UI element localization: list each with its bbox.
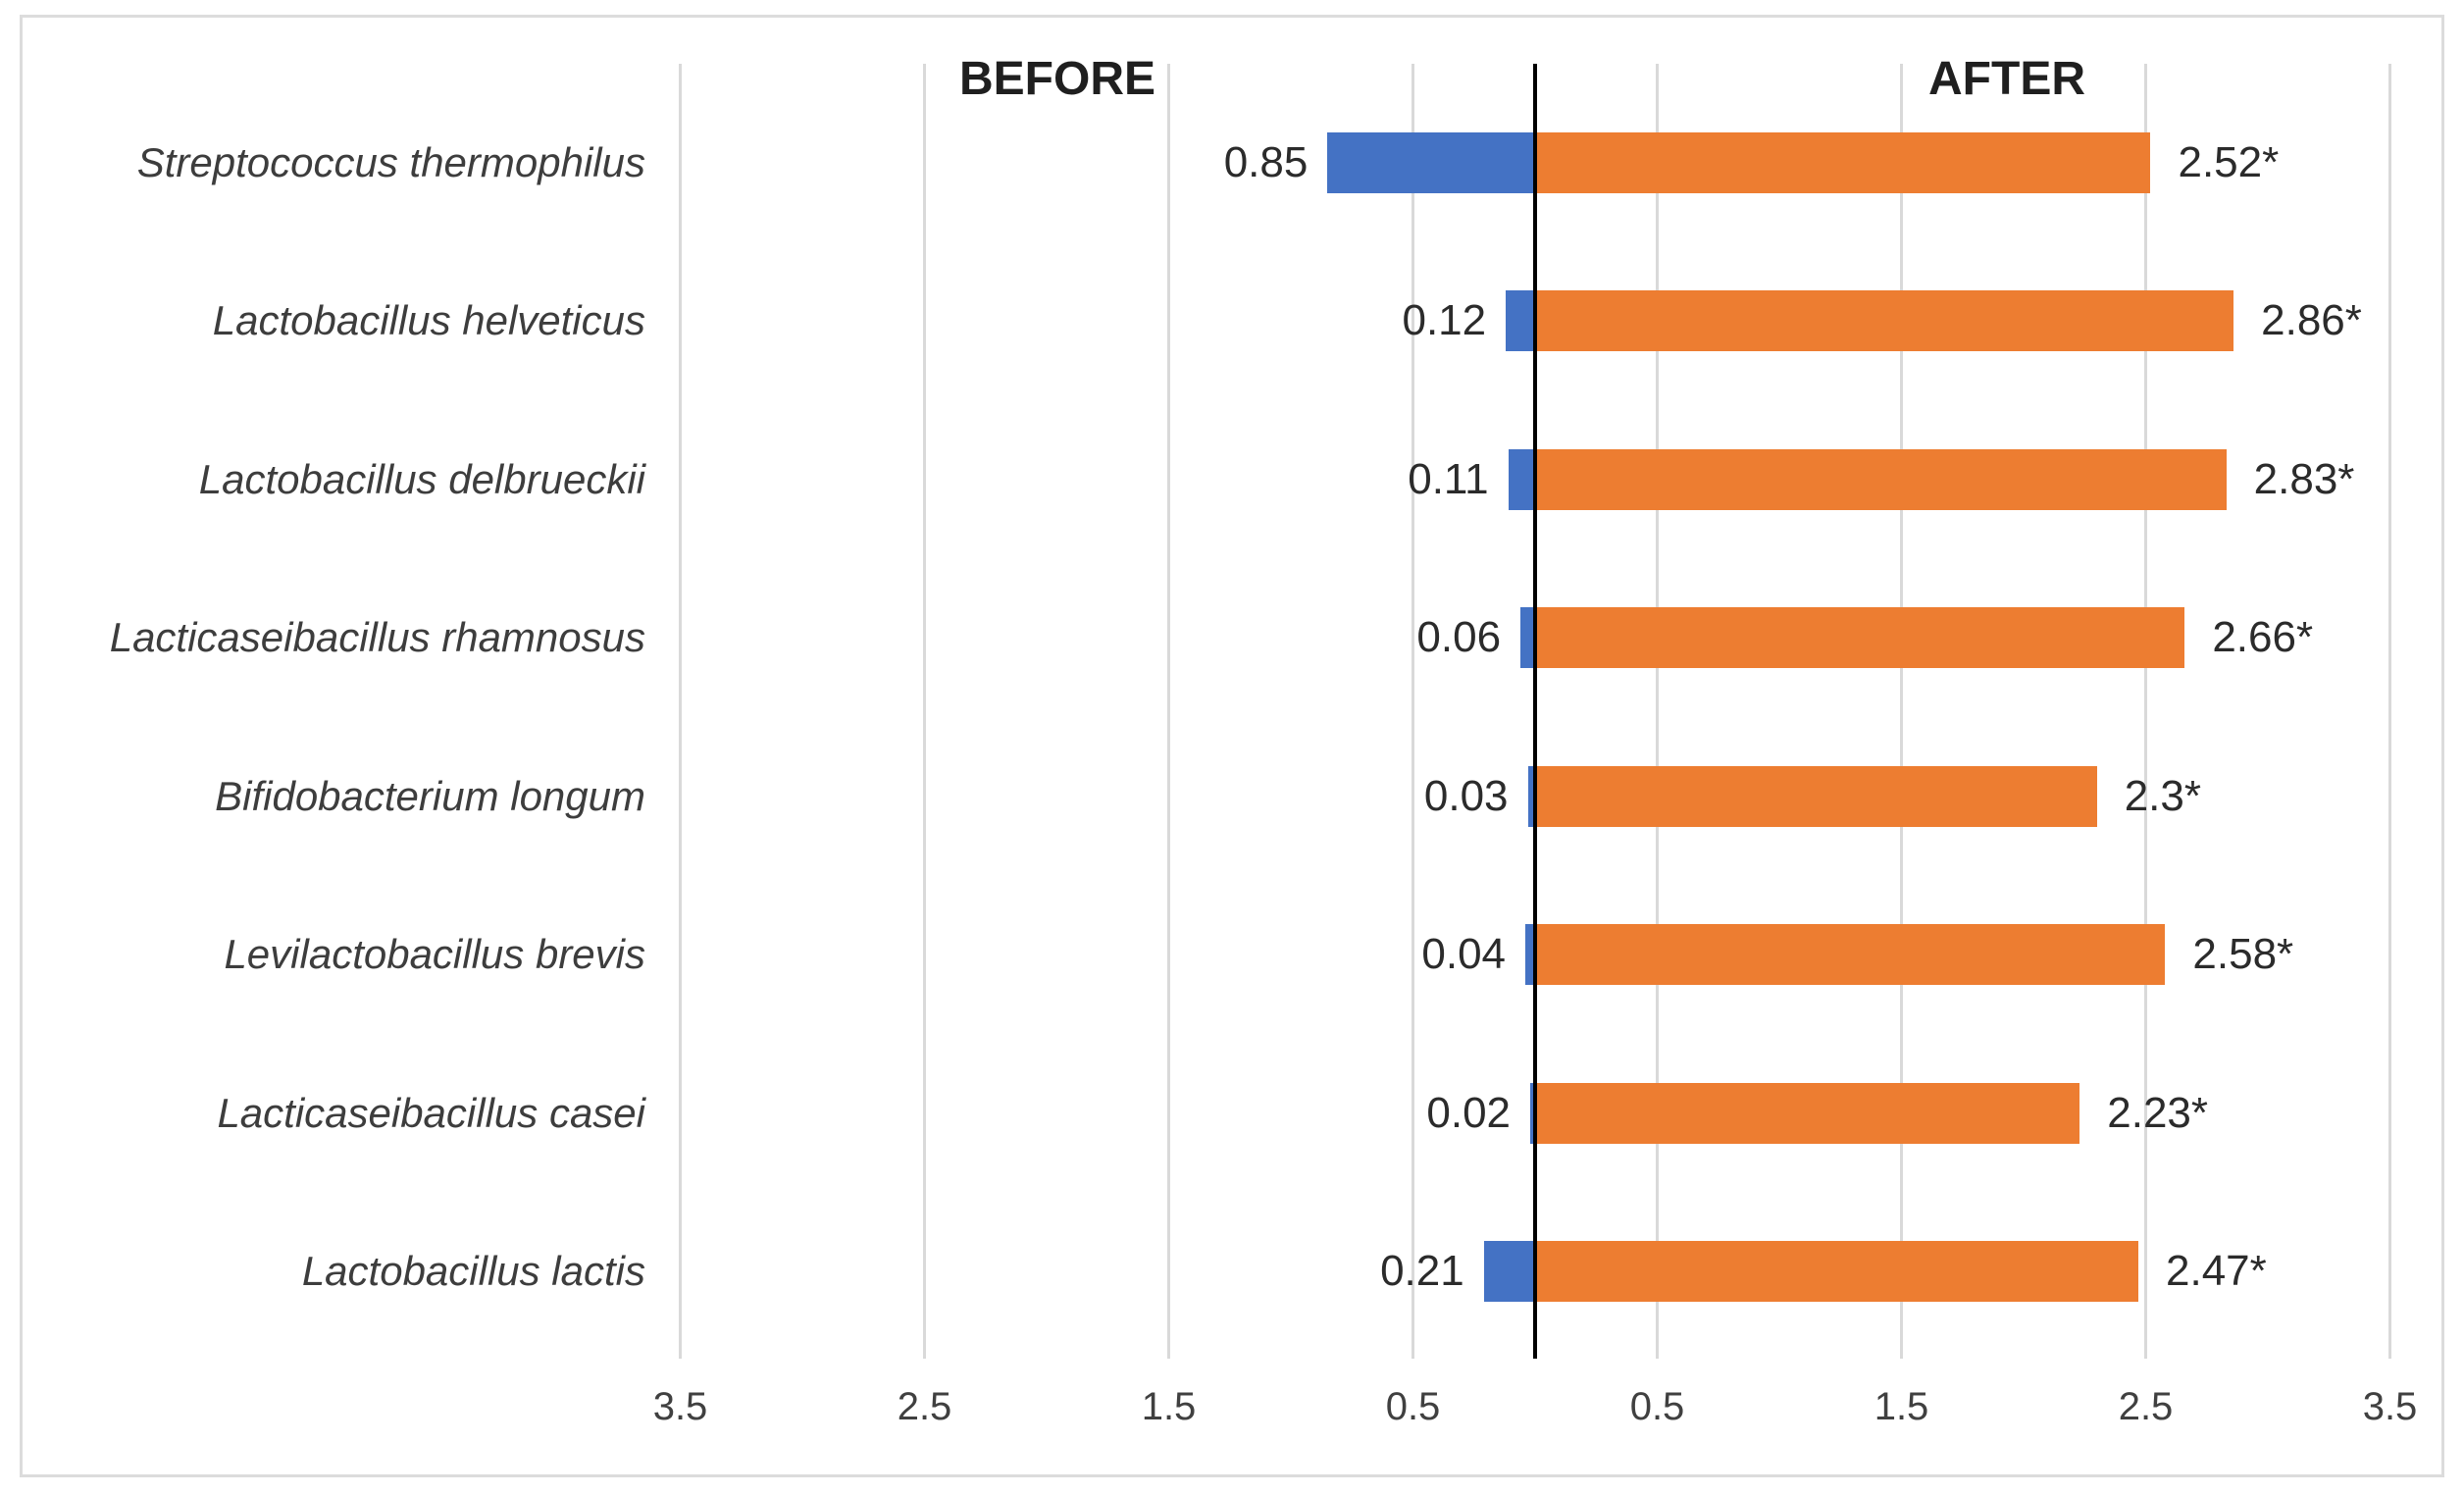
axis-tick-label: 1.5 — [1874, 1385, 1929, 1428]
bar-row: Lacticaseibacillus casei 0.02 2.23* — [0, 1034, 2464, 1193]
bar-row: Lactobacillus helveticus 0.12 2.86* — [0, 242, 2464, 401]
bar-row: Lactobacillus lactis 0.21 2.47* — [0, 1193, 2464, 1352]
bar-row: Bifidobacterium longum 0.03 2.3* — [0, 717, 2464, 876]
before-bar — [1527, 765, 1535, 827]
after-value-label: 2.66* — [2212, 613, 2314, 662]
before-value-label: 0.06 — [1416, 613, 1502, 662]
bar-row: Lacticaseibacillus rhamnosus 0.06 2.66* — [0, 559, 2464, 718]
after-value-label: 2.3* — [2124, 771, 2201, 820]
gridline — [1900, 64, 1903, 1359]
before-value-label: 0.21 — [1380, 1247, 1464, 1296]
chart-border — [20, 15, 2444, 1477]
gridline — [923, 64, 926, 1359]
category-label: Lactobacillus helveticus — [212, 297, 645, 344]
before-bar — [1520, 607, 1535, 669]
after-bar — [1535, 448, 2227, 510]
after-value-label: 2.52* — [2178, 137, 2280, 186]
after-bar — [1535, 290, 2234, 352]
gridline — [1656, 64, 1659, 1359]
category-label: Lactobacillus delbrueckii — [198, 455, 645, 502]
before-value-label: 0.12 — [1402, 296, 1487, 345]
axis-tick-label: 3.5 — [2362, 1385, 2418, 1428]
before-bar — [1483, 1241, 1535, 1303]
axis-tick-label: 0.5 — [1629, 1385, 1685, 1428]
axis-tick-label: 0.5 — [1385, 1385, 1441, 1428]
category-label: Bifidobacterium longum — [215, 772, 645, 819]
gridline — [1167, 64, 1170, 1359]
axis-tick-label: 2.5 — [2118, 1385, 2174, 1428]
axis-tick-label: 2.5 — [897, 1385, 952, 1428]
category-label: Lactobacillus lactis — [301, 1248, 645, 1295]
after-bar — [1535, 765, 2097, 827]
after-bar — [1535, 607, 2185, 669]
after-value-label: 2.83* — [2253, 454, 2355, 503]
before-value-label: 0.11 — [1408, 454, 1489, 503]
gridline — [679, 64, 682, 1359]
before-bar — [1530, 1082, 1535, 1144]
after-value-label: 2.58* — [2192, 930, 2294, 979]
before-bar — [1525, 924, 1535, 986]
after-bar — [1535, 131, 2151, 193]
before-value-label: 0.02 — [1426, 1088, 1512, 1137]
gridline — [1412, 64, 1414, 1359]
after-value-label: 2.23* — [2107, 1088, 2209, 1137]
before-title: BEFORE — [958, 53, 1156, 105]
after-value-label: 2.47* — [2166, 1247, 2267, 1296]
category-label: Lacticaseibacillus rhamnosus — [109, 614, 645, 661]
axis-tick-label: 1.5 — [1141, 1385, 1197, 1428]
after-bar — [1535, 924, 2166, 986]
axis-tick-label: 3.5 — [652, 1385, 708, 1428]
before-value-label: 0.03 — [1423, 771, 1509, 820]
category-label: Streptococcus thermophilus — [136, 138, 645, 185]
before-bar — [1327, 131, 1535, 193]
gridline — [2388, 64, 2391, 1359]
center-axis-line — [1533, 64, 1537, 1359]
before-value-label: 0.85 — [1223, 137, 1309, 186]
bar-row: Levilactobacillus brevis 0.04 2.58* — [0, 876, 2464, 1035]
after-bar — [1535, 1241, 2139, 1303]
before-bar — [1508, 448, 1535, 510]
bar-row: Streptococcus thermophilus 0.85 2.52* — [0, 83, 2464, 242]
after-value-label: 2.86* — [2261, 296, 2362, 345]
after-title: AFTER — [1928, 53, 2085, 105]
before-bar — [1506, 290, 1535, 352]
after-bar — [1535, 1082, 2080, 1144]
category-label: Levilactobacillus brevis — [224, 931, 645, 978]
gridline — [2144, 64, 2147, 1359]
bar-row: Lactobacillus delbrueckii 0.11 2.83* — [0, 400, 2464, 559]
category-label: Lacticaseibacillus casei — [217, 1089, 645, 1136]
before-value-label: 0.04 — [1421, 930, 1507, 979]
